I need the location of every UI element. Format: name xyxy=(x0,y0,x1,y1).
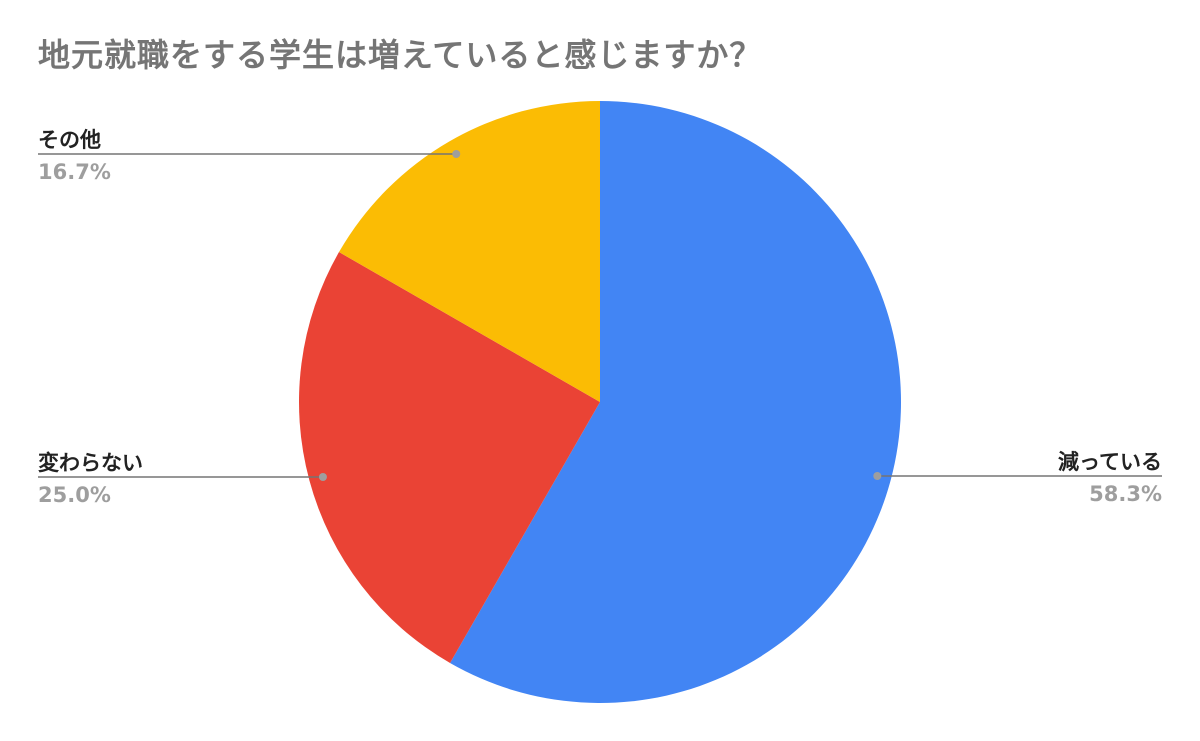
slice-value-label-0: 58.3% xyxy=(1089,482,1162,506)
pie-slice-0 xyxy=(450,101,902,704)
slice-value-label-2: 16.7% xyxy=(38,160,111,184)
slice-label-2: その他 xyxy=(38,128,101,152)
pie-slice-1 xyxy=(298,252,600,663)
chart-title: 地元就職をする学生は増えていると感じますか？ xyxy=(38,36,763,74)
slice-label-1: 変わらない xyxy=(38,451,143,475)
leader-dot-2 xyxy=(452,150,461,158)
leader-dot-1 xyxy=(318,473,327,481)
pie-slice-2 xyxy=(339,101,600,402)
slice-label-0: 減っている xyxy=(1058,450,1162,474)
leader-dot-0 xyxy=(873,472,882,480)
slice-value-label-1: 25.0% xyxy=(38,483,111,507)
